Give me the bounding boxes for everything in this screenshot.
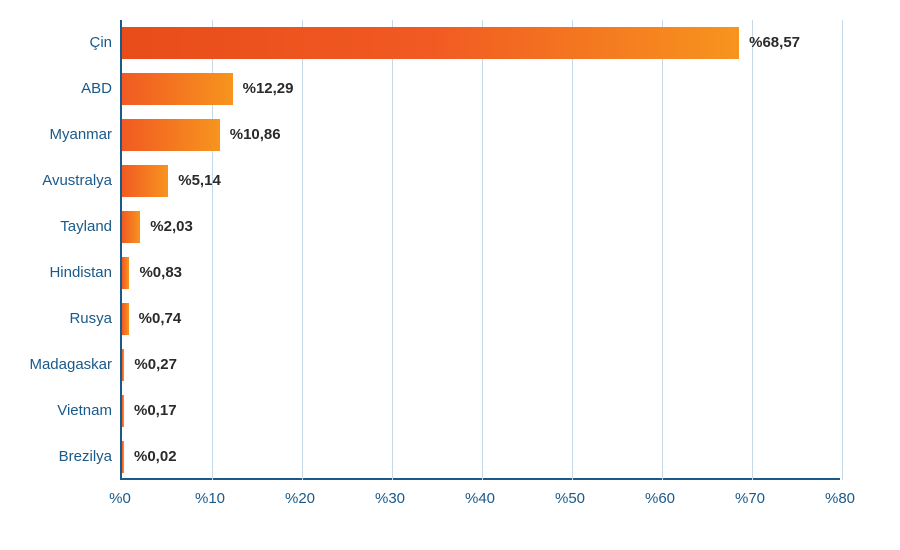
bar-row: ABD %12,29 bbox=[0, 66, 900, 112]
y-axis-label: Rusya bbox=[0, 296, 112, 342]
bar-row: Tayland %2,03 bbox=[0, 204, 900, 250]
x-tick-label: %80 bbox=[825, 490, 855, 507]
value-label: %0,27 bbox=[134, 342, 177, 388]
x-tick-label: %50 bbox=[555, 490, 585, 507]
bar-row: Hindistan %0,83 bbox=[0, 250, 900, 296]
x-tick-label: %40 bbox=[465, 490, 495, 507]
bar-chart: %0 %10 %20 %30 %40 %50 %60 %70 %80 Çin %68,57 ABD %1… bbox=[0, 20, 900, 530]
x-tick-label: %0 bbox=[109, 490, 131, 507]
value-label: %5,14 bbox=[178, 158, 221, 204]
bar-row: Avustralya %5,14 bbox=[0, 158, 900, 204]
y-axis-label: Avustralya bbox=[0, 158, 112, 204]
bar bbox=[122, 303, 129, 335]
y-axis-label: Madagaskar bbox=[0, 342, 112, 388]
x-tick-label: %60 bbox=[645, 490, 675, 507]
bar-row: Vietnam %0,17 bbox=[0, 388, 900, 434]
bar bbox=[122, 349, 124, 381]
value-label: %12,29 bbox=[243, 66, 294, 112]
bar-row: Çin %68,57 bbox=[0, 20, 900, 66]
value-label: %68,57 bbox=[749, 20, 800, 66]
bar bbox=[122, 165, 168, 197]
bar-row: Madagaskar %0,27 bbox=[0, 342, 900, 388]
bar bbox=[122, 257, 129, 289]
value-label: %0,74 bbox=[139, 296, 182, 342]
value-label: %2,03 bbox=[150, 204, 193, 250]
bar bbox=[122, 27, 739, 59]
value-label: %0,02 bbox=[134, 434, 177, 480]
y-axis-label: Brezilya bbox=[0, 434, 112, 480]
value-label: %10,86 bbox=[230, 112, 281, 158]
bar bbox=[122, 73, 233, 105]
bar-row: Brezilya %0,02 bbox=[0, 434, 900, 480]
bar bbox=[122, 119, 220, 151]
value-label: %0,17 bbox=[134, 388, 177, 434]
y-axis-label: Myanmar bbox=[0, 112, 112, 158]
x-tick-label: %30 bbox=[375, 490, 405, 507]
value-label: %0,83 bbox=[139, 250, 182, 296]
x-tick-label: %10 bbox=[195, 490, 225, 507]
y-axis-label: Çin bbox=[0, 20, 112, 66]
bar bbox=[122, 395, 124, 427]
y-axis-label: ABD bbox=[0, 66, 112, 112]
y-axis-label: Vietnam bbox=[0, 388, 112, 434]
bar-row: Rusya %0,74 bbox=[0, 296, 900, 342]
y-axis-label: Hindistan bbox=[0, 250, 112, 296]
x-tick-label: %70 bbox=[735, 490, 765, 507]
bar bbox=[122, 211, 140, 243]
bar bbox=[122, 441, 124, 473]
x-tick-label: %20 bbox=[285, 490, 315, 507]
bar-row: Myanmar %10,86 bbox=[0, 112, 900, 158]
y-axis-label: Tayland bbox=[0, 204, 112, 250]
